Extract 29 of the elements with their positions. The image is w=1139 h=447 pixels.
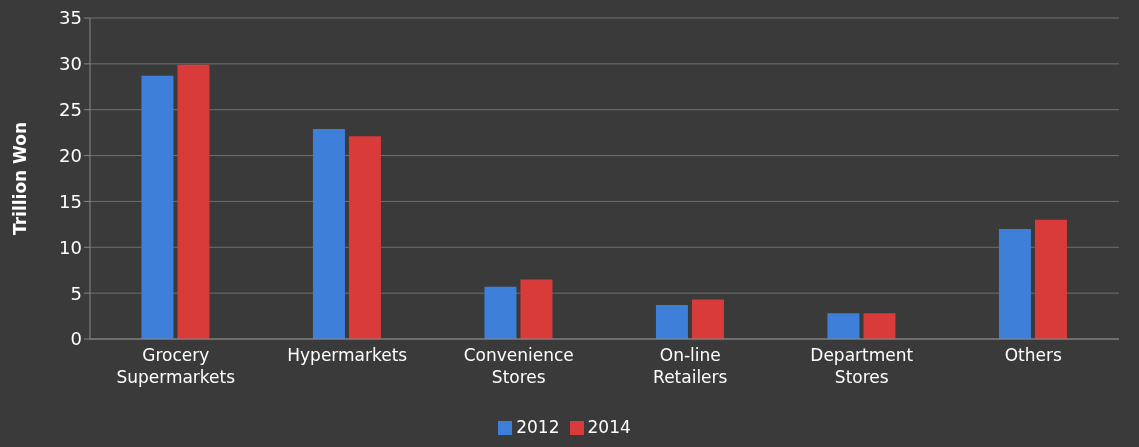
x-tick-label: Convenience Stores: [463, 345, 574, 387]
y-tick-label: 20: [59, 144, 82, 166]
bar: [998, 228, 1031, 339]
y-axis-title: Trillion Won: [10, 121, 31, 236]
bar: [484, 286, 517, 339]
bar: [655, 305, 688, 339]
y-tick-label: 30: [59, 53, 82, 75]
x-tick-label: Hypermarkets: [287, 345, 408, 365]
bar: [348, 136, 381, 339]
bar: [691, 299, 724, 339]
bar: [827, 313, 860, 339]
bar: [863, 313, 896, 339]
bar: [141, 75, 174, 339]
y-tick-label: 5: [70, 282, 82, 304]
legend-label: 2014: [587, 417, 631, 437]
y-tick-label: 10: [59, 236, 82, 258]
y-tick-label: 35: [59, 7, 82, 29]
y-tick-label: 0: [70, 328, 82, 350]
y-tick-label: 15: [59, 190, 82, 212]
bar: [177, 64, 210, 339]
x-tick-label: Grocery Supermarkets: [116, 345, 236, 387]
bar: [520, 279, 553, 339]
y-tick-label: 25: [59, 99, 82, 121]
x-tick-label: Others: [1004, 345, 1062, 365]
x-tick-label: Department Stores: [810, 345, 914, 387]
bar: [1034, 219, 1067, 339]
legend-label: 2012: [516, 417, 560, 437]
x-tick-label: On-line Retailers: [653, 345, 728, 387]
bar: [312, 128, 345, 339]
